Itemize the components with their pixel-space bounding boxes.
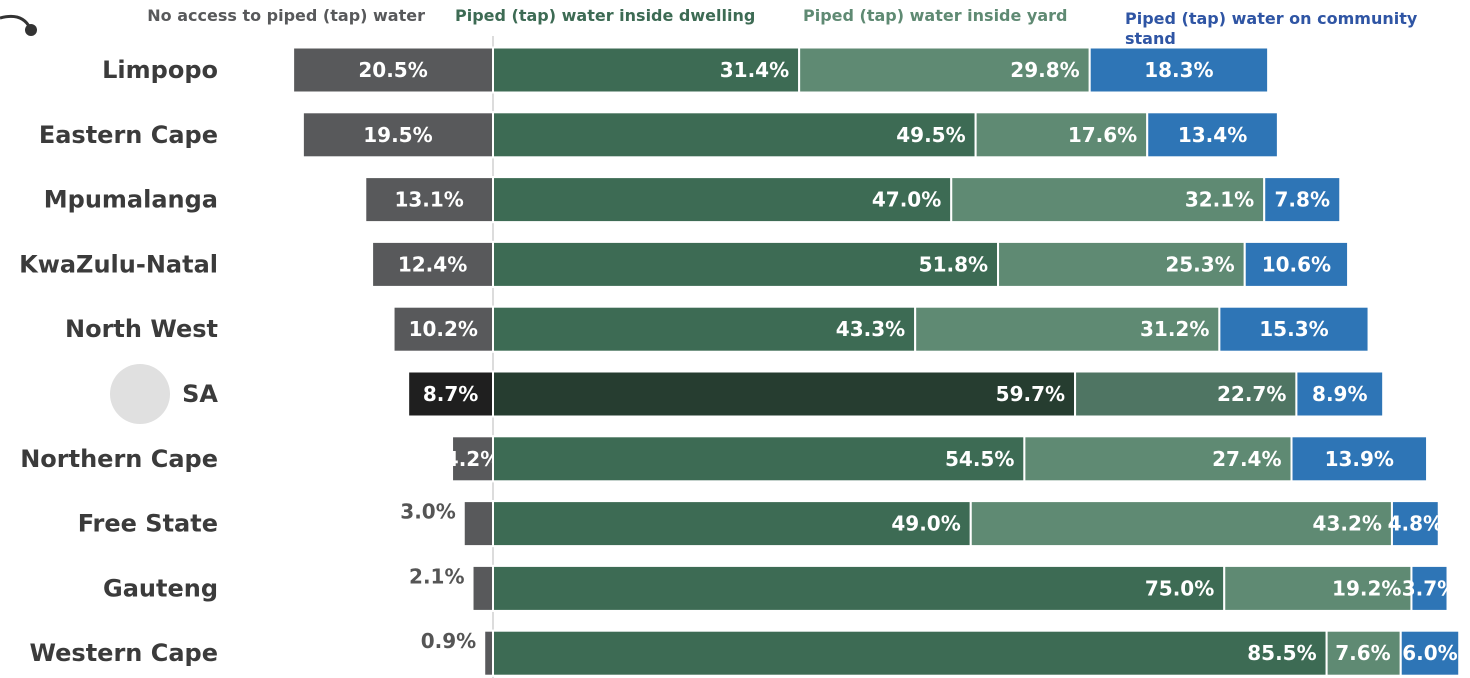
value-label: 8.7%: [423, 382, 478, 406]
value-label: 3.7%: [1402, 576, 1457, 600]
value-label: 29.8%: [1010, 58, 1079, 82]
value-label: 13.9%: [1325, 447, 1394, 471]
bar-segment: [492, 435, 1026, 483]
value-label: 31.2%: [1140, 317, 1209, 341]
legend-item: Piped (tap) water on community stand: [1125, 9, 1418, 48]
bar-segment: [1243, 240, 1350, 288]
bar-segment: [1088, 46, 1270, 94]
bar-segment: [1390, 500, 1440, 548]
value-label: 18.3%: [1144, 58, 1213, 82]
bar-segment: [974, 111, 1149, 159]
category-label: Limpopo: [102, 56, 218, 84]
value-label: 12.4%: [398, 252, 467, 276]
bar-segment: [492, 176, 953, 224]
bar-segment: [1290, 435, 1429, 483]
value-label: 47.0%: [872, 188, 941, 212]
value-label: 15.3%: [1259, 317, 1328, 341]
legend-item: No access to piped (tap) water: [147, 6, 425, 25]
bar-segment: [1146, 111, 1279, 159]
bar-segment: [1325, 629, 1402, 677]
bar-segment: [969, 500, 1393, 548]
bar-segment: [492, 46, 801, 94]
value-label: 13.4%: [1178, 123, 1247, 147]
bar-segment: [1223, 564, 1413, 612]
value-label: 32.1%: [1185, 188, 1254, 212]
value-label: 22.7%: [1217, 382, 1286, 406]
category-label: Northern Cape: [20, 445, 218, 473]
bar-segment: [364, 176, 494, 224]
value-label: 31.4%: [720, 58, 789, 82]
bar-segment: [407, 370, 494, 418]
value-label: 7.8%: [1275, 188, 1330, 212]
bar-segment: [914, 305, 1221, 353]
bar-segment: [392, 305, 494, 353]
bar-segment: [492, 500, 972, 548]
bar-segment: [1410, 564, 1449, 612]
bar-segment: [292, 46, 494, 94]
bar-segment: [997, 240, 1246, 288]
value-label: 75.0%: [1145, 576, 1214, 600]
value-label: 25.3%: [1165, 252, 1234, 276]
value-label: 59.7%: [996, 382, 1065, 406]
value-label: 10.2%: [409, 317, 478, 341]
category-label: Mpumalanga: [44, 186, 218, 214]
highlight-marker: [110, 364, 170, 424]
value-label: 54.5%: [945, 447, 1014, 471]
value-label: 43.3%: [836, 317, 905, 341]
bar-segment: [371, 240, 495, 288]
category-label: Eastern Cape: [39, 121, 218, 149]
bar-segment: [1295, 370, 1385, 418]
category-label: Free State: [78, 510, 218, 538]
value-label: 8.9%: [1312, 382, 1367, 406]
value-label: 2.1%: [409, 564, 464, 588]
value-label: 27.4%: [1212, 447, 1281, 471]
category-label: Gauteng: [103, 574, 218, 602]
bar-segment: [492, 629, 1328, 677]
value-label: 10.6%: [1262, 252, 1331, 276]
value-label: 43.2%: [1313, 512, 1382, 536]
value-label: 51.8%: [919, 252, 988, 276]
bar-segment: [492, 240, 1000, 288]
value-label: 19.5%: [363, 123, 432, 147]
bar-segment: [483, 629, 495, 677]
category-label: North West: [65, 315, 218, 343]
bar-segment: [1263, 176, 1342, 224]
category-label: SA: [182, 380, 218, 408]
bar-segment: [1023, 435, 1293, 483]
value-label: 3.0%: [400, 500, 455, 524]
value-label: 49.0%: [891, 512, 960, 536]
value-label: 7.6%: [1335, 641, 1390, 665]
bar-segment: [492, 370, 1077, 418]
bar-segment: [492, 305, 917, 353]
value-label: 19.2%: [1332, 576, 1401, 600]
bar-segment: [451, 435, 494, 483]
value-label: 4.2%: [445, 447, 500, 471]
value-label: 13.1%: [394, 188, 463, 212]
bar-segment: [471, 564, 494, 612]
value-label: 49.5%: [896, 123, 965, 147]
value-label: 6.0%: [1402, 641, 1457, 665]
bar-segment: [798, 46, 1091, 94]
value-label: 17.6%: [1068, 123, 1137, 147]
category-label: KwaZulu-Natal: [19, 250, 218, 278]
bar-segment: [462, 500, 494, 548]
bar-segment: [492, 564, 1226, 612]
category-label: Western Cape: [30, 639, 218, 667]
decor-dot: [25, 24, 37, 36]
value-label: 0.9%: [421, 629, 476, 653]
value-label: 4.8%: [1388, 512, 1443, 536]
legend-item: Piped (tap) water inside yard: [803, 6, 1068, 25]
bar-segment: [1218, 305, 1370, 353]
value-label: 20.5%: [358, 58, 427, 82]
bar-segment: [1399, 629, 1461, 677]
legend-item: Piped (tap) water inside dwelling: [455, 6, 756, 25]
value-label: 85.5%: [1247, 641, 1316, 665]
